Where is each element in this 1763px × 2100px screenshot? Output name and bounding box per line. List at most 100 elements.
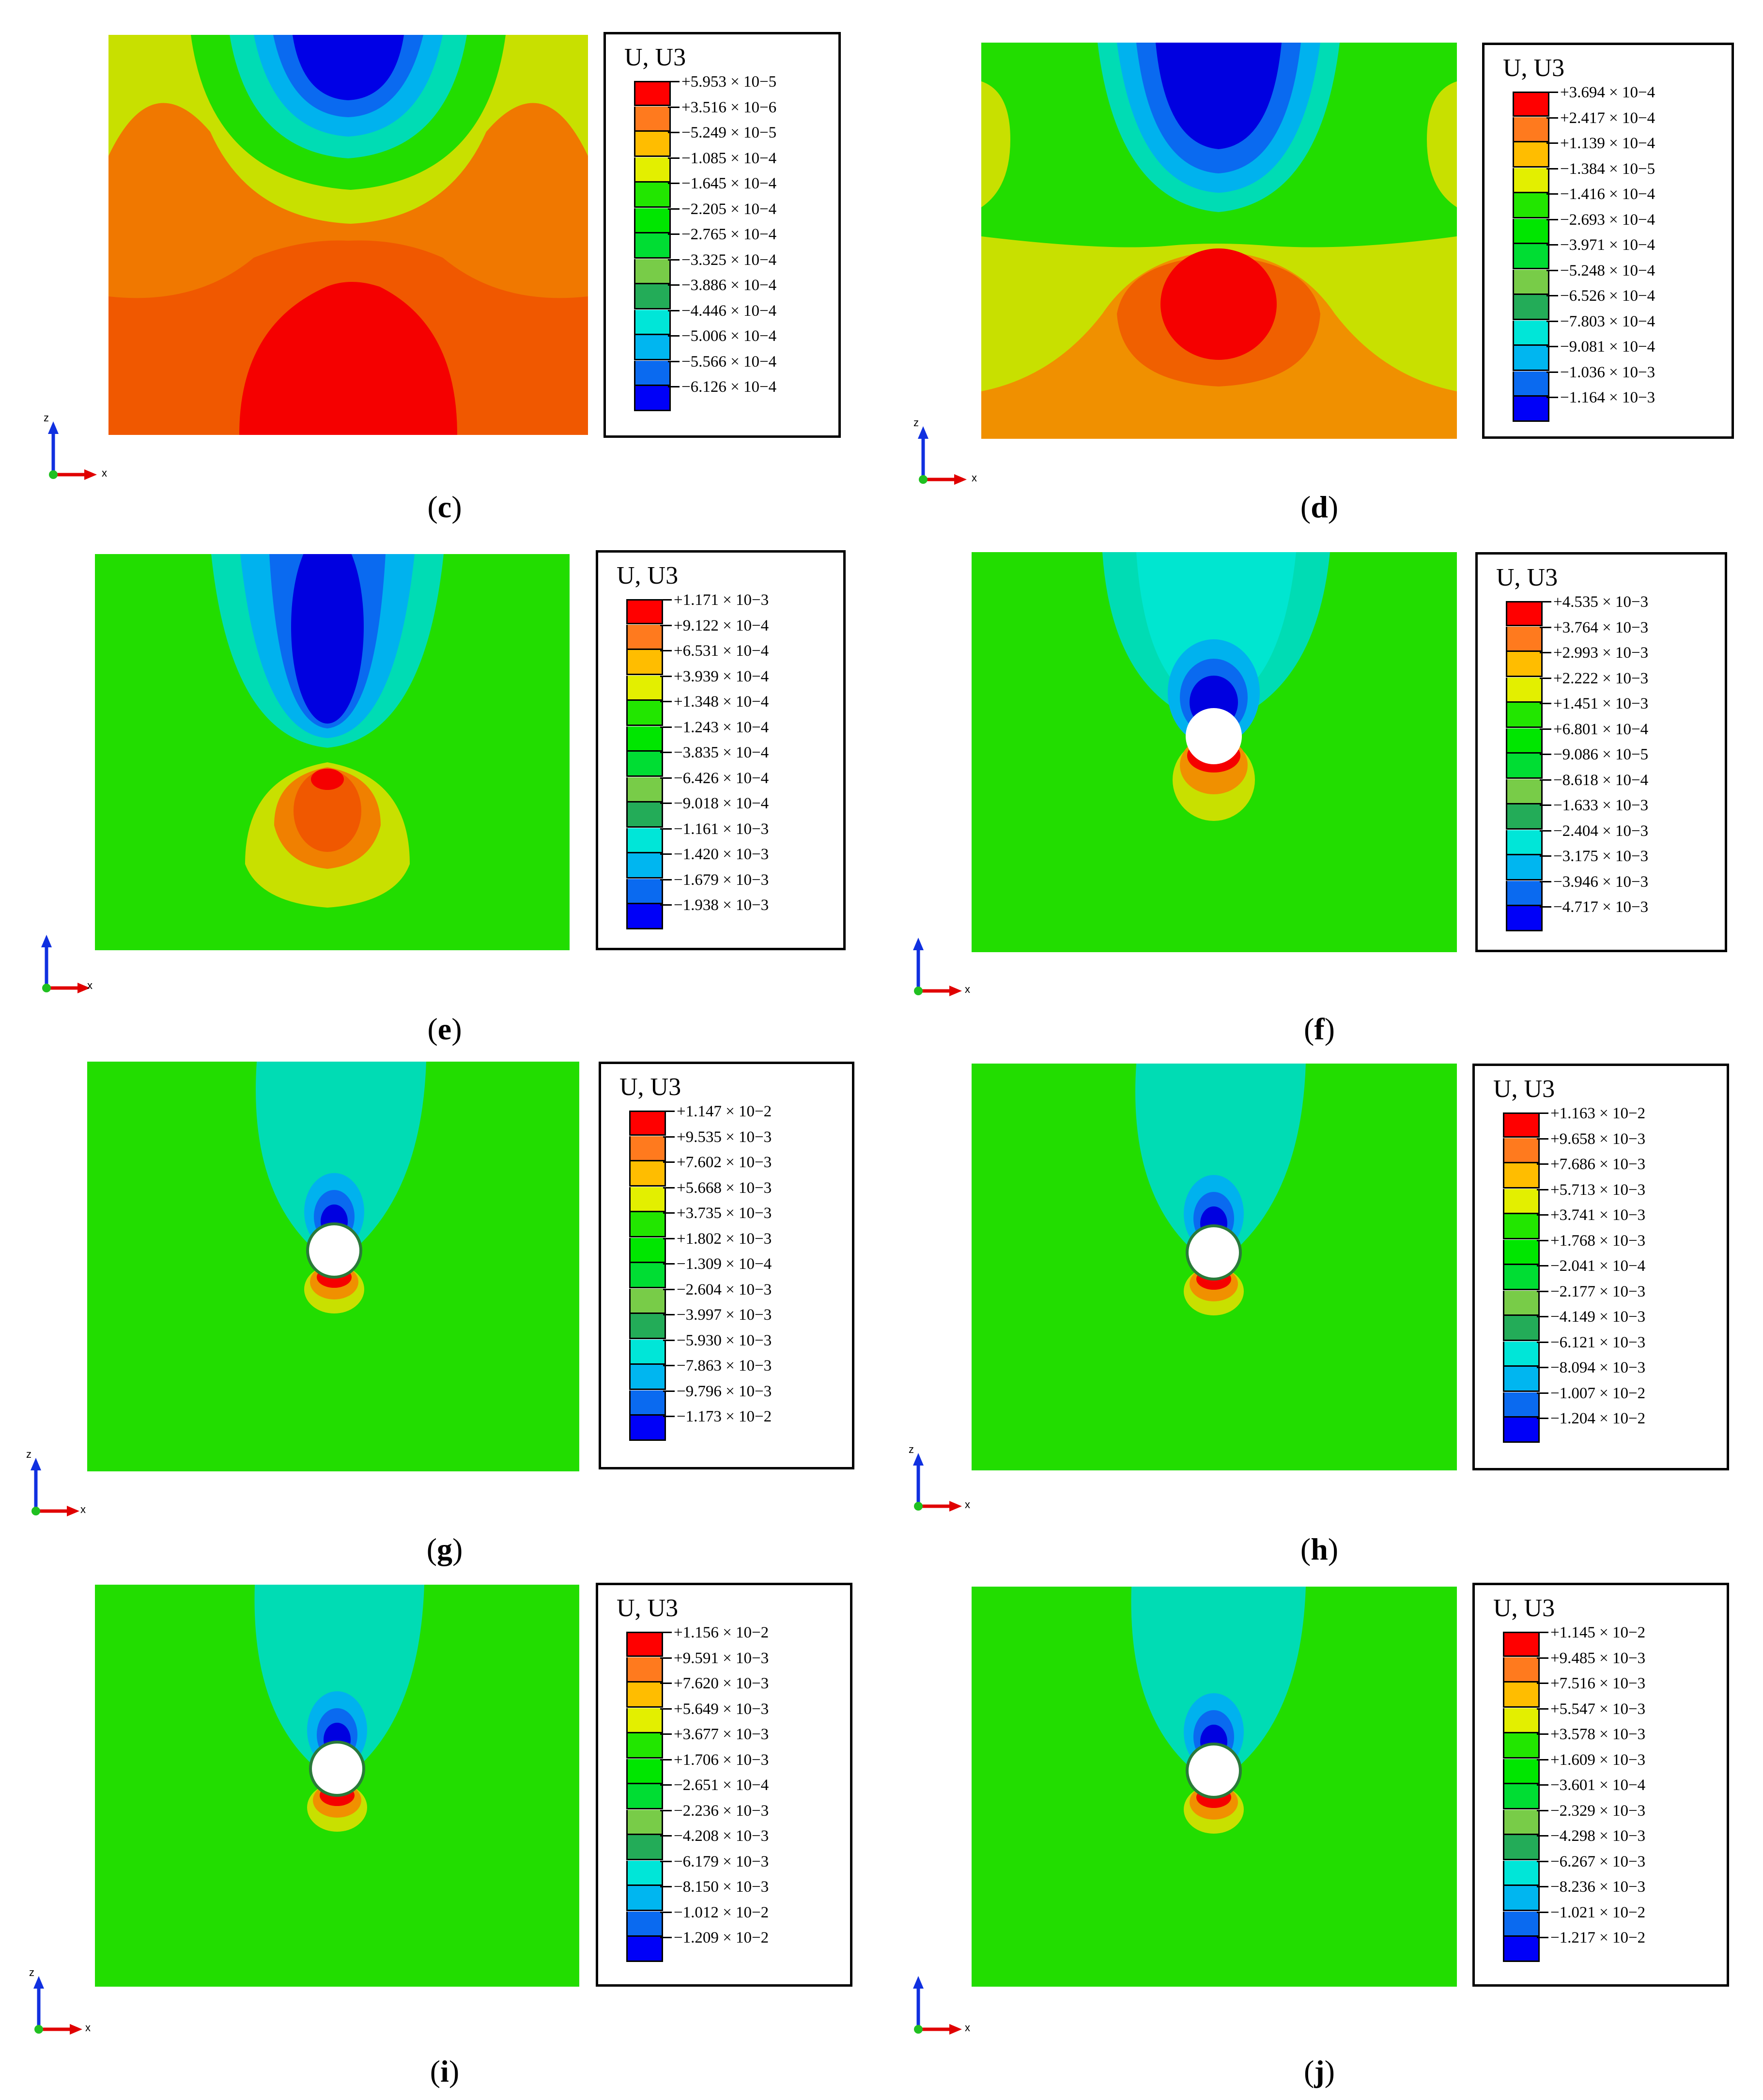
legend-value-label: −1.173 × 10−2 — [677, 1408, 772, 1425]
axis-x-label: x — [965, 1498, 970, 1511]
legend-tick — [668, 259, 680, 261]
legend-tick — [660, 828, 672, 830]
red-core — [239, 282, 457, 435]
legend-swatch — [1503, 1265, 1540, 1290]
legend-value-label: −1.633 × 10−3 — [1553, 797, 1649, 814]
legend-swatch — [1513, 117, 1549, 142]
legend-tick — [660, 599, 672, 601]
legend-value-label: +1.171 × 10−3 — [674, 591, 769, 609]
axis-triad-d: z x — [913, 407, 977, 492]
legend-value-label: −2.404 × 10−3 — [1553, 822, 1649, 840]
legend-tick — [1537, 1733, 1548, 1735]
legend-value-label: −1.217 × 10−2 — [1550, 1929, 1646, 1946]
blue-core — [291, 554, 364, 724]
legend-tick — [660, 904, 672, 906]
legend-value-label: −2.765 × 10−4 — [681, 226, 777, 243]
legend-h: U, U3 +1.163 × 10−2 +9.658 × 10−3 +7.686 ×… — [1472, 1064, 1729, 1470]
legend-swatch — [1506, 754, 1543, 779]
contour-plot-d — [981, 43, 1457, 439]
legend-tick — [660, 1759, 672, 1760]
legend-swatch — [1506, 804, 1543, 830]
legend-tick — [1540, 703, 1551, 704]
legend-value-label: +7.516 × 10−3 — [1550, 1675, 1646, 1692]
legend-value-label: +3.741 × 10−3 — [1550, 1206, 1646, 1224]
legend-swatch — [1503, 1239, 1540, 1265]
legend-tick — [668, 81, 680, 82]
legend-swatch — [626, 726, 663, 752]
legend-swatch — [629, 1288, 666, 1314]
legend-value-label: −6.121 × 10−3 — [1550, 1333, 1646, 1351]
legend-value-label: −4.208 × 10−3 — [674, 1827, 769, 1845]
legend-swatch — [1513, 92, 1549, 117]
legend-swatch — [1513, 346, 1549, 371]
legend-swatch — [634, 157, 671, 183]
legend-value-label: −2.041 × 10−4 — [1550, 1257, 1646, 1275]
legend-tick — [1537, 1418, 1548, 1419]
legend-tick — [1537, 1657, 1548, 1659]
teal-region — [1135, 1064, 1306, 1267]
legend-value-label: −3.835 × 10−4 — [674, 744, 769, 761]
legend-swatch — [1503, 1733, 1540, 1759]
legend-tick — [660, 1708, 672, 1710]
legend-tick — [1537, 1392, 1548, 1394]
legend-tick — [668, 132, 680, 133]
legend-tick — [1537, 1316, 1548, 1317]
legend-value-label: −1.938 × 10−3 — [674, 896, 769, 914]
legend-value-label: +7.602 × 10−3 — [677, 1154, 772, 1171]
legend-tick — [1537, 1683, 1548, 1684]
legend-value-label: −5.566 × 10−4 — [681, 353, 777, 371]
legend-tick — [668, 106, 680, 108]
legend-swatch — [1513, 320, 1549, 346]
legend-tick — [668, 360, 680, 362]
legend-value-label: −8.094 × 10−3 — [1550, 1359, 1646, 1376]
legend-tick — [668, 386, 680, 387]
legend-tick — [1546, 168, 1558, 170]
legend-swatch — [629, 1187, 666, 1212]
legend-value-label: −4.149 × 10−3 — [1550, 1308, 1646, 1326]
legend-tick — [668, 183, 680, 184]
legend-value-label: −3.946 × 10−3 — [1553, 873, 1649, 891]
legend-title: U, U3 — [617, 1594, 679, 1622]
legend-i: U, U3 +1.156 × 10−2 +9.591 × 10−3 +7.620 ×… — [596, 1583, 852, 1987]
legend-swatch — [629, 1237, 666, 1263]
legend-tick — [660, 701, 672, 702]
legend-swatch — [1503, 1112, 1540, 1138]
legend-value-label: +5.668 × 10−3 — [677, 1179, 772, 1197]
legend-swatch — [634, 284, 671, 309]
legend-swatch — [1513, 168, 1549, 193]
legend-tick — [1540, 880, 1551, 882]
legend-tick — [663, 1390, 675, 1392]
legend-swatch — [1503, 1937, 1540, 1962]
legend-value-label: −3.175 × 10−3 — [1553, 848, 1649, 865]
legend-tick — [1540, 754, 1551, 755]
legend-value-label: −9.081 × 10−4 — [1560, 338, 1655, 355]
legend-value-label: −2.329 × 10−3 — [1550, 1802, 1646, 1820]
legend-value-label: +1.348 × 10−4 — [674, 693, 769, 710]
legend-swatch — [1506, 906, 1543, 931]
legend-swatch — [626, 1733, 663, 1759]
legend-swatch — [1506, 880, 1543, 906]
legend-value-label: +9.591 × 10−3 — [674, 1649, 769, 1667]
legend-tick — [660, 803, 672, 804]
legend-value-label: −5.249 × 10−5 — [681, 124, 777, 141]
legend-tick — [1540, 804, 1551, 806]
legend-swatch — [1503, 1138, 1540, 1163]
legend-value-label: −9.018 × 10−4 — [674, 795, 769, 812]
legend-tick — [1540, 728, 1551, 730]
legend-swatch — [1503, 1392, 1540, 1418]
legend-f: U, U3 +4.535 × 10−3 +3.764 × 10−3 +2.993 ×… — [1475, 552, 1727, 952]
legend-value-label: +1.156 × 10−2 — [674, 1624, 769, 1641]
legend-value-label: +9.485 × 10−3 — [1550, 1649, 1646, 1667]
legend-tick — [663, 1416, 675, 1417]
legend-value-label: −8.150 × 10−3 — [674, 1878, 769, 1896]
axis-z-label: z — [26, 1448, 31, 1460]
legend-value-label: +3.516 × 10−6 — [681, 98, 777, 116]
legend-value-label: +1.139 × 10−4 — [1560, 135, 1655, 152]
legend-tick — [1537, 1911, 1548, 1913]
legend-swatch — [634, 106, 671, 132]
legend-tick — [1546, 218, 1558, 220]
legend-value-label: −7.803 × 10−4 — [1560, 312, 1655, 330]
legend-swatch — [1503, 1316, 1540, 1341]
legend-value-label: −6.526 × 10−4 — [1560, 287, 1655, 305]
legend-swatch — [634, 259, 671, 284]
